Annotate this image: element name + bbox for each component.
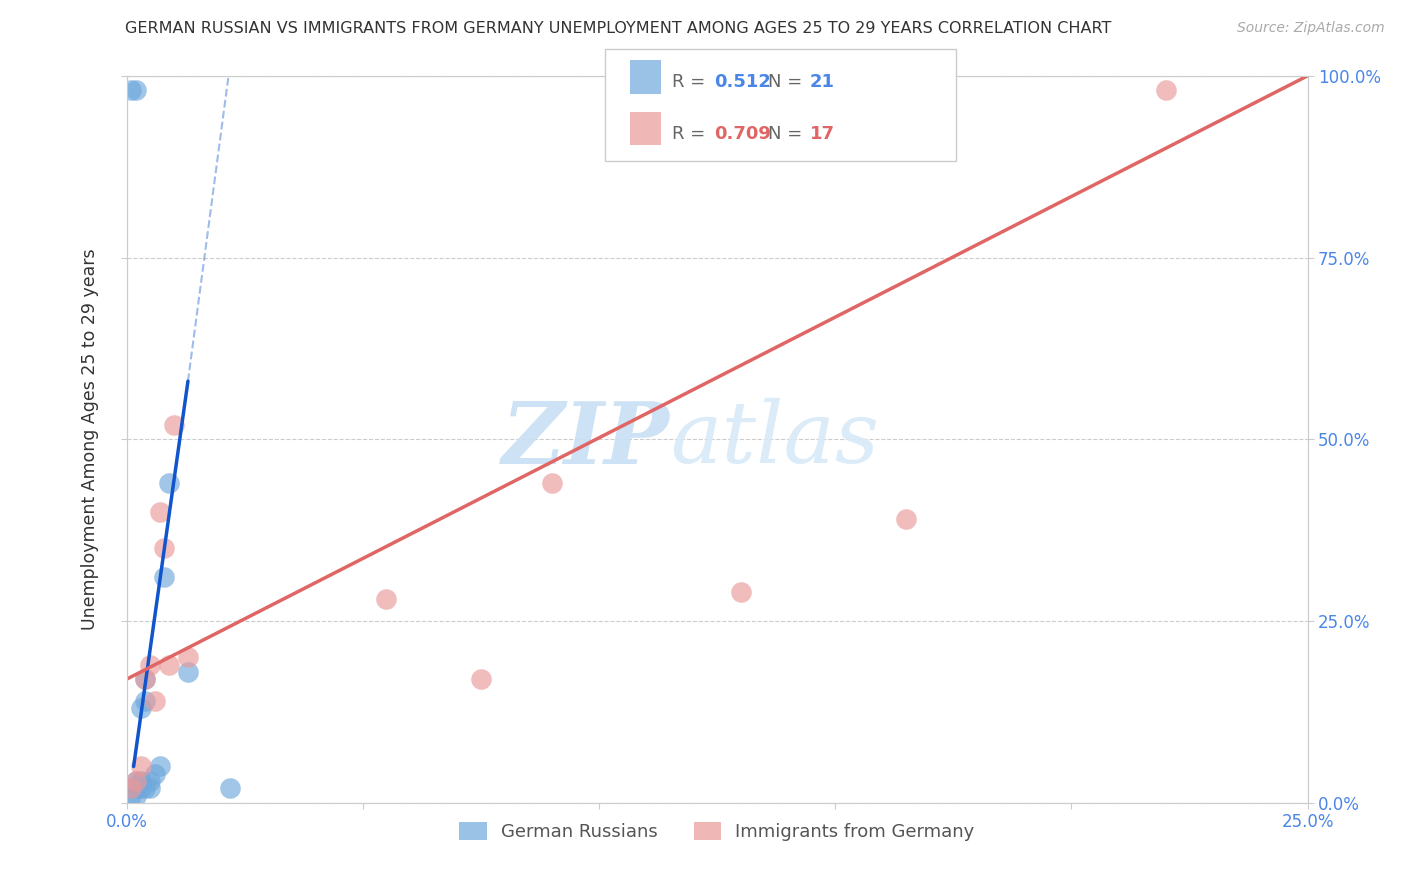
Text: 21: 21 bbox=[810, 73, 835, 91]
Text: 0.709: 0.709 bbox=[714, 125, 770, 143]
Point bbox=[143, 694, 166, 708]
Point bbox=[134, 694, 156, 708]
Point bbox=[157, 657, 180, 672]
Point bbox=[120, 789, 142, 803]
Point bbox=[125, 781, 148, 796]
Point bbox=[149, 759, 172, 773]
Y-axis label: Unemployment Among Ages 25 to 29 years: Unemployment Among Ages 25 to 29 years bbox=[82, 249, 100, 630]
Point bbox=[134, 672, 156, 686]
Point bbox=[139, 657, 162, 672]
Point bbox=[157, 475, 180, 490]
Point bbox=[470, 672, 492, 686]
Legend: German Russians, Immigrants from Germany: German Russians, Immigrants from Germany bbox=[453, 814, 981, 848]
Point bbox=[143, 766, 166, 780]
Point bbox=[120, 781, 142, 796]
Point bbox=[153, 570, 176, 584]
Point bbox=[219, 781, 242, 796]
Point bbox=[125, 83, 148, 97]
Point bbox=[163, 417, 186, 432]
Point bbox=[1154, 83, 1177, 97]
Point bbox=[120, 83, 142, 97]
Text: N =: N = bbox=[768, 125, 807, 143]
Point bbox=[139, 774, 162, 789]
Point bbox=[129, 774, 152, 789]
Point bbox=[177, 650, 200, 665]
Point bbox=[129, 701, 152, 715]
Point bbox=[125, 789, 148, 803]
Text: R =: R = bbox=[672, 125, 711, 143]
Text: R =: R = bbox=[672, 73, 711, 91]
Point bbox=[730, 585, 752, 599]
Text: Source: ZipAtlas.com: Source: ZipAtlas.com bbox=[1237, 21, 1385, 35]
Text: 17: 17 bbox=[810, 125, 835, 143]
Text: atlas: atlas bbox=[669, 398, 879, 481]
Point bbox=[125, 774, 148, 789]
Text: ZIP: ZIP bbox=[502, 398, 669, 481]
Point bbox=[134, 781, 156, 796]
Point bbox=[139, 781, 162, 796]
Point bbox=[894, 512, 917, 526]
Point bbox=[375, 592, 398, 607]
Point bbox=[149, 505, 172, 519]
Point bbox=[153, 541, 176, 556]
Text: N =: N = bbox=[768, 73, 807, 91]
Point bbox=[134, 672, 156, 686]
Text: 0.512: 0.512 bbox=[714, 73, 770, 91]
Text: GERMAN RUSSIAN VS IMMIGRANTS FROM GERMANY UNEMPLOYMENT AMONG AGES 25 TO 29 YEARS: GERMAN RUSSIAN VS IMMIGRANTS FROM GERMAN… bbox=[125, 21, 1112, 36]
Point bbox=[177, 665, 200, 679]
Point bbox=[120, 781, 142, 796]
Point bbox=[540, 475, 562, 490]
Point bbox=[125, 774, 148, 789]
Point bbox=[129, 759, 152, 773]
Point bbox=[129, 781, 152, 796]
